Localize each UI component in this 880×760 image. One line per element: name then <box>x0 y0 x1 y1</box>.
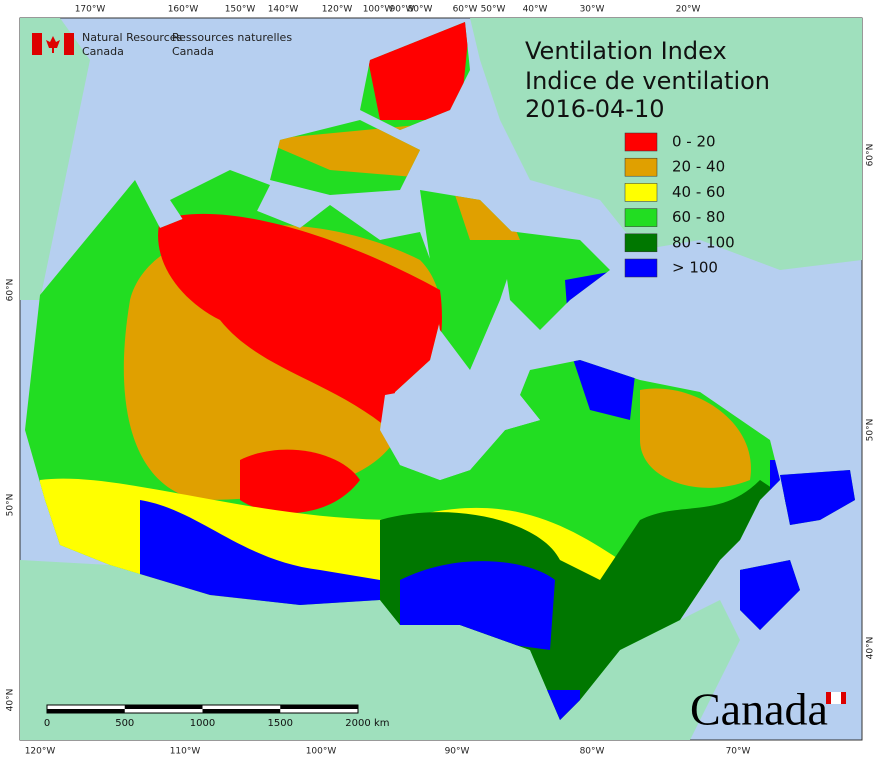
latitude-label: 60°N <box>6 279 16 302</box>
legend-label: 80 - 100 <box>672 233 735 251</box>
latitude-label: 50°N <box>6 494 16 517</box>
header: Natural Resources Canada Ressources natu… <box>32 31 292 58</box>
agency-fr: Canada <box>172 45 214 58</box>
longitude-label: 50°W <box>481 5 506 15</box>
agency-fr: Ressources naturelles <box>172 31 292 44</box>
flag-bar <box>32 33 42 55</box>
scale-segment <box>47 709 125 713</box>
flag-leaf <box>46 36 60 53</box>
latitude-label: 40°N <box>6 689 16 712</box>
longitude-label: 90°W <box>445 747 470 757</box>
longitude-label: 150°W <box>225 5 256 15</box>
alaska <box>20 18 90 300</box>
longitude-label: 30°W <box>580 5 605 15</box>
legend-swatch <box>624 258 658 278</box>
field-20-40-quebec <box>640 388 751 488</box>
graticule-labels: 170°W 160°W 150°W 140°W 120°W 100°W90°W80°W 60… <box>6 5 876 757</box>
legend-label: 40 - 60 <box>672 183 725 201</box>
legend: 0 - 20 20 - 40 40 - 60 60 - 80 80 - 100 > 100 <box>624 132 735 278</box>
longitude-label: 160°W <box>168 5 199 15</box>
scale-label: 1000 <box>190 718 215 729</box>
scale-label: 1500 <box>268 718 293 729</box>
latitude-label: 40°N <box>866 637 876 660</box>
scale-label: 2000 <box>345 718 370 729</box>
canada-wordmark: Canada <box>690 684 828 735</box>
longitude-label: 120°W <box>25 747 56 757</box>
legend-swatch <box>624 208 658 227</box>
legend-swatch <box>624 132 658 152</box>
legend-label: 0 - 20 <box>672 133 716 151</box>
scale-segment <box>202 709 281 713</box>
usa <box>20 560 740 740</box>
latitude-label: 50°N <box>866 419 876 442</box>
legend-label: 20 - 40 <box>672 158 725 176</box>
field-0-20-prairie <box>240 449 360 514</box>
hudson-bay <box>380 385 540 480</box>
longitude-label: 80°W <box>408 5 433 15</box>
scale-segment <box>124 705 203 709</box>
legend-swatch <box>624 157 658 177</box>
longitude-label: 70°W <box>726 747 751 757</box>
longitude-label: 170°W <box>75 5 106 15</box>
longitude-label: 90°W <box>390 5 415 15</box>
greenland <box>470 18 862 270</box>
legend-label: 60 - 80 <box>672 208 725 226</box>
longitude-label: 100°W <box>363 5 394 15</box>
longitude-label: 40°W <box>523 5 548 15</box>
scale-label: 500 <box>115 718 134 729</box>
longitude-label: 60°W <box>453 5 478 15</box>
wordmark: Canada <box>690 684 846 735</box>
legend-swatch <box>624 183 658 202</box>
longitude-label: 110°W <box>170 747 201 757</box>
field-over-100-west <box>140 500 380 620</box>
longitude-label: 80°W <box>580 747 605 757</box>
scale-segment <box>280 705 358 709</box>
neighbours <box>20 18 862 740</box>
map-title: Indice de ventilation <box>525 67 770 95</box>
legend-label: > 100 <box>672 259 718 277</box>
longitude-label: 120°W <box>322 5 353 15</box>
latitude-label: 60°N <box>866 144 876 167</box>
field-0-20 <box>158 213 442 430</box>
longitude-label: 20°W <box>676 5 701 15</box>
agency-en: Natural Resources <box>82 31 183 44</box>
flag-bar <box>64 33 74 55</box>
agency-en: Canada <box>82 45 124 58</box>
scale-unit: km <box>374 718 390 729</box>
map-date: 2016-04-10 <box>525 95 664 123</box>
legend-swatch <box>624 233 658 253</box>
longitude-label: 100°W <box>306 747 337 757</box>
scale-label: 0 <box>44 718 50 729</box>
scale-bar: 0 500 1000 1500 2000 km <box>44 704 390 729</box>
map-title: Ventilation Index <box>525 37 727 65</box>
longitude-label: 140°W <box>268 5 299 15</box>
wordmark-flag <box>831 692 841 704</box>
